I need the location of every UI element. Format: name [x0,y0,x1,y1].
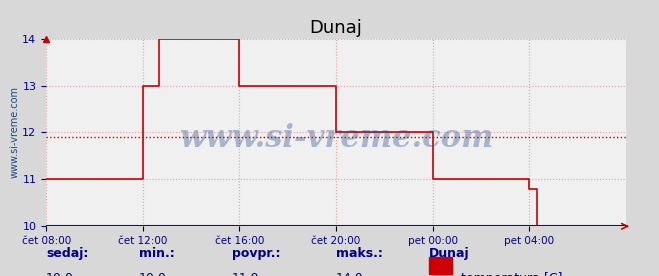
Text: maks.:: maks.: [336,247,383,260]
Text: min.:: min.: [139,247,175,260]
Text: 14,0: 14,0 [336,272,364,276]
Y-axis label: www.si-vreme.com: www.si-vreme.com [9,86,20,179]
Title: Dunaj: Dunaj [310,19,362,37]
Text: 11,9: 11,9 [232,272,260,276]
Text: Dunaj: Dunaj [429,247,469,260]
Text: povpr.:: povpr.: [232,247,280,260]
Text: temperatura [C]: temperatura [C] [461,272,562,276]
Text: 10,0: 10,0 [139,272,167,276]
Text: sedaj:: sedaj: [46,247,88,260]
Text: 10,0: 10,0 [46,272,74,276]
Text: www.si-vreme.com: www.si-vreme.com [179,123,494,154]
Bar [429,257,452,274]
